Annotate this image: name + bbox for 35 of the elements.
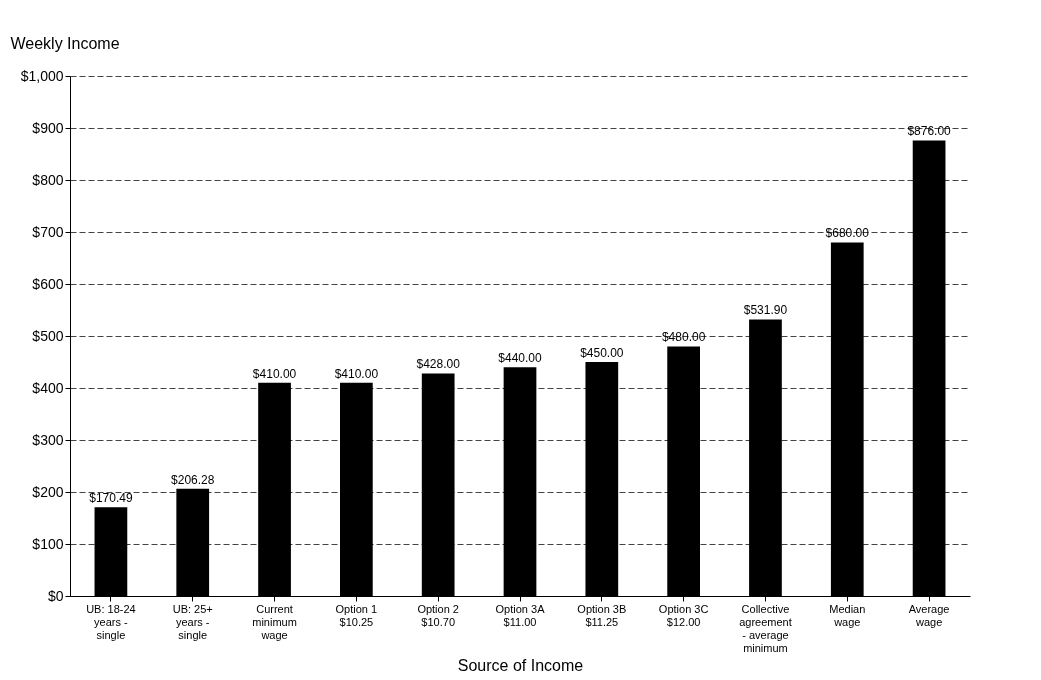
data-label: $531.90 — [743, 303, 788, 318]
y-tick-label: $200 — [32, 483, 64, 500]
x-tick-label: Option 3A $11.00 — [495, 602, 546, 628]
x-tick-label: UB: 18-24 years - single — [86, 602, 136, 641]
data-label: $170.49 — [89, 491, 133, 506]
y-tick-label: $0 — [47, 587, 64, 604]
y-tick-label: $400 — [32, 379, 64, 396]
y-tick-label: $600 — [32, 275, 64, 292]
data-label: $428.00 — [416, 357, 461, 372]
data-label: $680.00 — [825, 226, 870, 241]
data-label: $480.00 — [661, 330, 706, 345]
data-label: $206.28 — [171, 472, 215, 487]
y-tick-label: $500 — [32, 327, 64, 344]
x-axis-title: Source of Income — [457, 656, 584, 674]
y-tick-label: $900 — [32, 119, 64, 136]
y-tick-label: $800 — [32, 171, 64, 188]
y-axis-title: Weekly Income — [10, 34, 120, 52]
x-tick-label: UB: 25+ years - single — [172, 602, 213, 641]
y-tick-label: $100 — [32, 535, 64, 552]
data-label: $440.00 — [498, 351, 543, 366]
data-label: $450.00 — [580, 346, 624, 360]
y-tick-label: $700 — [32, 223, 64, 240]
y-tick-label: $300 — [32, 431, 64, 448]
data-label: $876.00 — [907, 124, 952, 139]
x-tick-label: Collective agreement - average minimum — [739, 602, 792, 654]
x-tick-label: Median wage — [829, 602, 866, 628]
x-tick-label: Option 3C $12.00 — [658, 602, 709, 628]
x-tick-label: Current minimum wage — [252, 602, 297, 641]
data-label: $410.00 — [334, 366, 379, 381]
y-tick-label: $1,000 — [20, 67, 64, 84]
x-tick-label: Average wage — [908, 602, 950, 628]
data-label: $410.00 — [252, 366, 297, 381]
x-tick-label: Option 3B $11.25 — [577, 602, 627, 628]
x-tick-label: Option 2 $10.70 — [417, 602, 459, 628]
x-tick-label: Option 1 $10.25 — [335, 602, 378, 628]
